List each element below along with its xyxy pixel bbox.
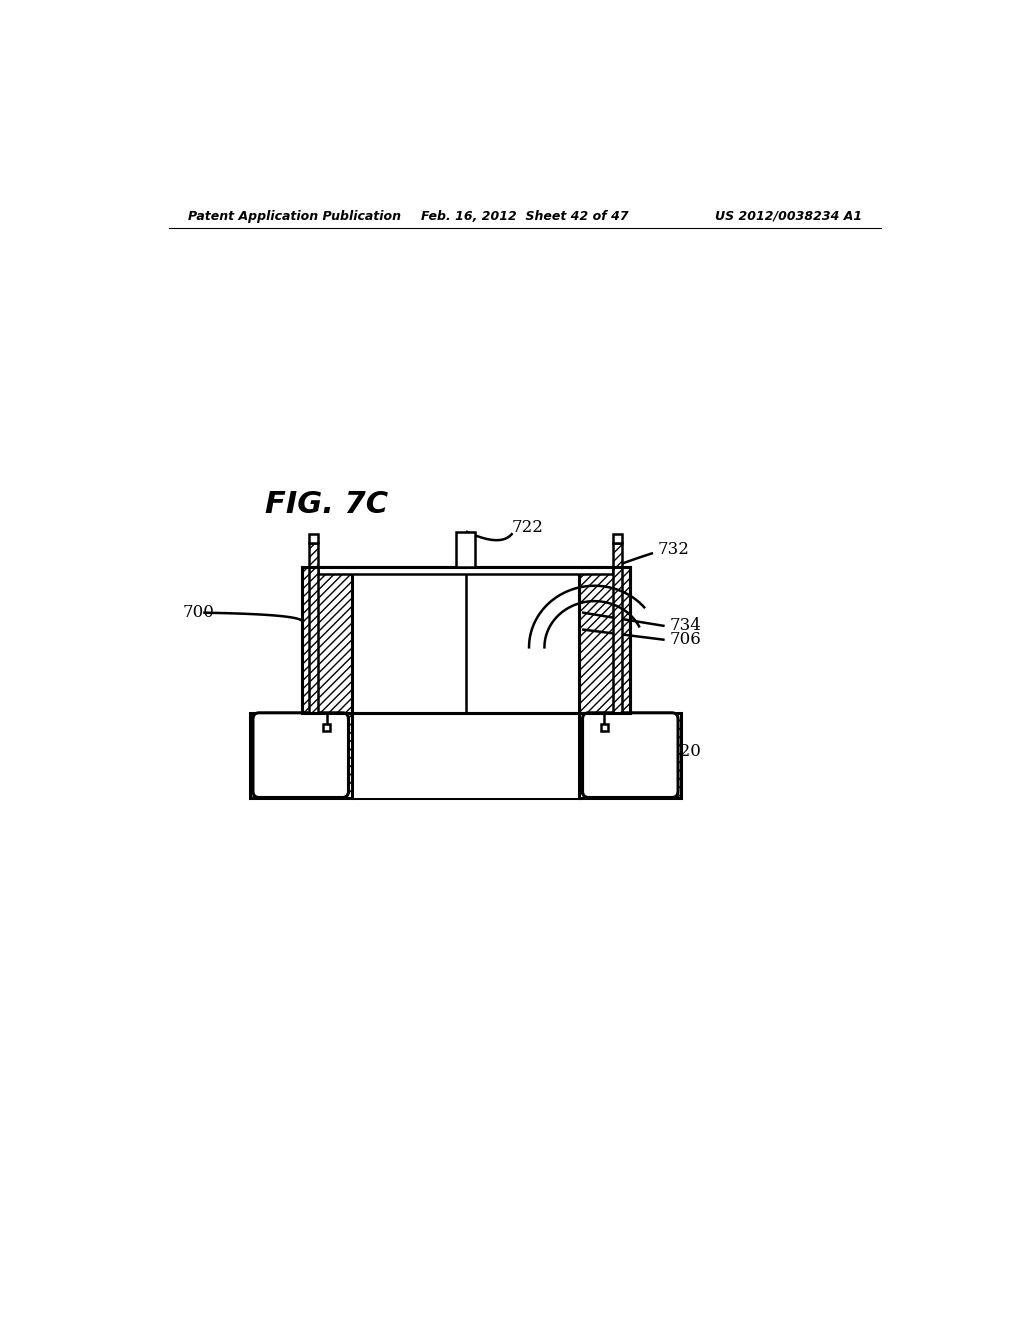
Bar (601, 725, 607, 730)
Bar (612, 535, 622, 544)
FancyBboxPatch shape (583, 713, 678, 797)
Bar (301, 566, 351, 713)
Bar (612, 544, 622, 713)
Text: 720: 720 (670, 743, 701, 760)
Text: 700: 700 (183, 605, 215, 622)
Bar (351, 566, 580, 713)
Text: 732: 732 (658, 541, 690, 558)
Bar (324, 725, 330, 730)
Text: FIG. 7C: FIG. 7C (265, 491, 388, 519)
Bar (580, 713, 681, 797)
Text: 706: 706 (670, 631, 701, 648)
Bar (456, 532, 475, 566)
Bar (309, 535, 318, 544)
Bar (580, 566, 630, 713)
Bar (301, 566, 630, 713)
Bar (250, 713, 351, 797)
Bar (351, 713, 580, 797)
Text: US 2012/0038234 A1: US 2012/0038234 A1 (715, 210, 862, 223)
Bar (318, 566, 612, 574)
Text: Feb. 16, 2012  Sheet 42 of 47: Feb. 16, 2012 Sheet 42 of 47 (421, 210, 629, 223)
Text: 734: 734 (670, 618, 701, 635)
Text: Patent Application Publication: Patent Application Publication (188, 210, 401, 223)
FancyBboxPatch shape (253, 713, 348, 797)
Bar (250, 713, 681, 797)
Bar (309, 544, 318, 713)
Text: 722: 722 (512, 520, 544, 536)
